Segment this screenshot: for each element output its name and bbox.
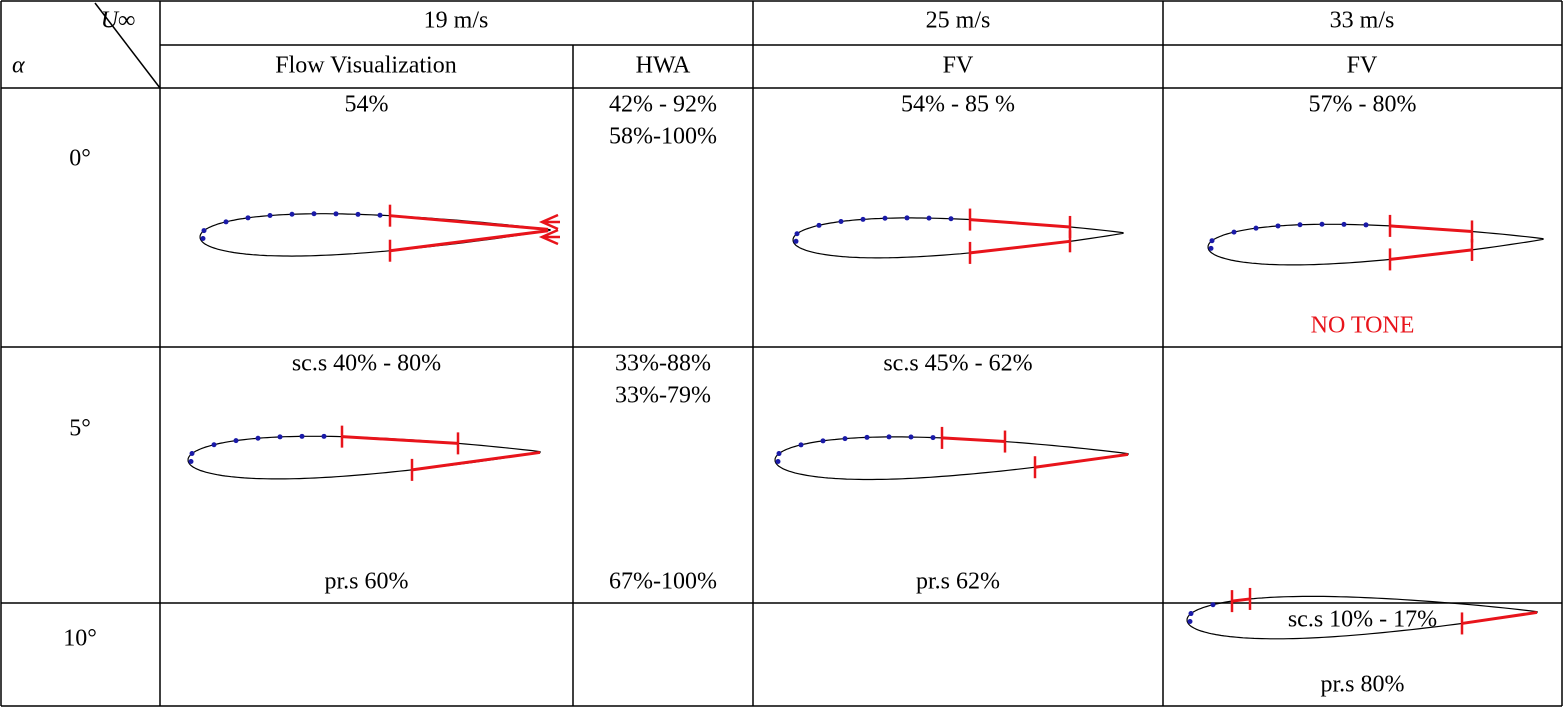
separation-region xyxy=(341,435,459,445)
pressure-tap xyxy=(1363,222,1369,228)
pressure-tap xyxy=(1187,618,1193,624)
pressure-tap xyxy=(211,442,217,448)
pressure-tap xyxy=(223,219,229,225)
pressure-tap xyxy=(775,459,781,465)
pressure-tap xyxy=(930,435,936,441)
corner-bottom: α xyxy=(12,53,25,79)
cell-text: pr.s 80% xyxy=(1321,672,1405,698)
separation-region xyxy=(941,436,1006,444)
pressure-tap xyxy=(233,438,239,444)
pressure-tap xyxy=(1231,229,1237,235)
pressure-tap xyxy=(798,442,804,448)
pressure-tap xyxy=(289,211,295,217)
cell-text: 57% - 80% xyxy=(1309,92,1417,118)
pressure-tap xyxy=(188,458,194,464)
pressure-tap xyxy=(377,212,383,218)
pressure-tap xyxy=(1275,223,1281,229)
cell-text: pr.s 60% xyxy=(325,569,409,595)
airfoil xyxy=(774,436,1129,481)
pressure-tap xyxy=(864,434,870,440)
pressure-tap xyxy=(1210,602,1216,608)
separation-region xyxy=(411,450,541,472)
pressure-tap xyxy=(886,434,892,440)
pressure-tap xyxy=(820,438,826,444)
method-header: FV xyxy=(943,53,974,79)
airfoil xyxy=(792,217,1124,259)
separation-region xyxy=(389,229,549,253)
separation-region xyxy=(969,239,1071,255)
pressure-tap xyxy=(321,433,327,439)
pressure-tap xyxy=(277,434,283,440)
pressure-tap xyxy=(201,228,207,234)
cell-text: 67%-100% xyxy=(609,569,717,595)
cell-text: 54% - 85 % xyxy=(901,92,1015,118)
alpha-label: 0° xyxy=(69,146,91,172)
pressure-tap xyxy=(776,451,782,457)
pressure-tap xyxy=(299,433,305,439)
cell-text: NO TONE xyxy=(1311,313,1415,339)
airfoil xyxy=(1207,223,1544,266)
cell-text: 33%-79% xyxy=(615,383,711,409)
airfoil xyxy=(1186,595,1538,640)
pressure-tap xyxy=(333,211,339,217)
pressure-tap xyxy=(904,215,910,221)
pressure-tap xyxy=(189,451,195,457)
cell-text: 33%-88% xyxy=(615,351,711,377)
pressure-tap xyxy=(311,211,317,217)
cell-text: pr.s 62% xyxy=(916,569,1000,595)
pressure-tap xyxy=(267,213,273,219)
separation-region xyxy=(1231,597,1251,603)
speed-header: 25 m/s xyxy=(926,8,991,34)
pressure-tap xyxy=(882,215,888,221)
speed-header: 19 m/s xyxy=(424,8,489,34)
pressure-tap xyxy=(1253,225,1259,231)
corner-top: U∞ xyxy=(101,8,135,34)
cell-text: 58%-100% xyxy=(609,124,717,150)
pressure-tap xyxy=(255,435,261,441)
cell-text: 54% xyxy=(345,92,389,118)
pressure-tap xyxy=(793,238,799,244)
pressure-tap xyxy=(794,231,800,237)
method-header: FV xyxy=(1347,53,1378,79)
pressure-tap xyxy=(842,436,848,442)
cell-text: sc.s 45% - 62% xyxy=(883,351,1032,377)
separation-region xyxy=(969,218,1071,229)
speed-header: 33 m/s xyxy=(1330,8,1395,34)
separation-region xyxy=(1389,224,1473,233)
flow-arrow xyxy=(538,228,560,246)
pressure-tap xyxy=(1188,611,1194,617)
separation-region xyxy=(389,214,549,231)
pressure-tap xyxy=(838,218,844,224)
pressure-tap xyxy=(1341,221,1347,227)
separation-region xyxy=(1389,248,1473,261)
pressure-tap xyxy=(816,222,822,228)
pressure-tap xyxy=(926,215,932,221)
pressure-tap xyxy=(1297,222,1303,228)
pressure-tap xyxy=(1208,245,1214,251)
pressure-tap xyxy=(860,216,866,222)
cell-text: sc.s 40% - 80% xyxy=(292,351,441,377)
flow-arrow xyxy=(538,213,560,231)
pressure-tap xyxy=(1209,238,1215,244)
separation-region xyxy=(1034,452,1129,469)
separation-region xyxy=(1461,610,1538,625)
pressure-tap xyxy=(948,216,954,222)
pressure-tap xyxy=(245,215,251,221)
method-header: Flow Visualization xyxy=(275,53,456,79)
pressure-tap xyxy=(200,235,206,241)
pressure-tap xyxy=(1319,221,1325,227)
method-header: HWA xyxy=(636,53,691,79)
alpha-label: 5° xyxy=(69,416,91,442)
alpha-label: 10° xyxy=(63,626,97,652)
cell-text: sc.s 10% - 17% xyxy=(1288,607,1437,633)
airfoil xyxy=(199,213,551,257)
airfoil xyxy=(187,435,541,480)
cell-text: 42% - 92% xyxy=(609,92,717,118)
pressure-tap xyxy=(908,434,914,440)
pressure-tap xyxy=(355,211,361,217)
